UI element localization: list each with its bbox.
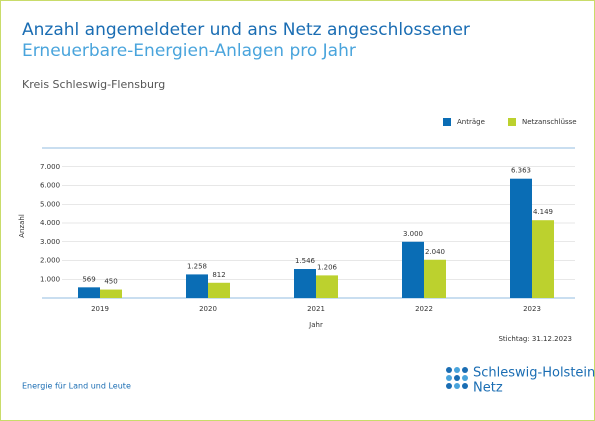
x-tick-label: 2021 — [307, 305, 325, 313]
legend-label: Netzanschlüsse — [522, 118, 577, 126]
y-tick-label: 4.000 — [40, 219, 60, 227]
legend-label: Anträge — [457, 118, 485, 126]
value-label: 450 — [104, 278, 117, 286]
note: Stichtag: 31.12.2023 — [498, 335, 572, 343]
x-tick-label: 2022 — [415, 305, 433, 313]
value-label: 1.546 — [295, 257, 316, 265]
chart-title: Anzahl angemeldeter und ans Netz angesch… — [22, 20, 470, 40]
value-label: 3.000 — [403, 230, 423, 238]
bar — [208, 282, 230, 298]
region: Kreis Schleswig-Flensburg — [22, 78, 165, 91]
y-tick-label: 6.000 — [40, 182, 60, 190]
bar — [186, 274, 208, 298]
y-tick-label: 5.000 — [40, 200, 60, 208]
bar — [424, 259, 446, 298]
legend-swatch — [443, 118, 451, 126]
bar — [294, 269, 316, 298]
slogan: Energie für Land und Leute — [22, 382, 131, 391]
value-label: 812 — [212, 271, 225, 279]
x-tick-label: 2019 — [91, 305, 109, 313]
y-tick-label: 7.000 — [40, 163, 60, 171]
logo-text: Schleswig-Holstein — [473, 366, 595, 381]
logo-text: Netz — [473, 381, 503, 396]
bar — [510, 178, 532, 298]
bar — [100, 289, 122, 298]
value-label: 569 — [82, 275, 95, 283]
value-label: 4.149 — [533, 208, 553, 216]
chart-subtitle: Erneuerbare-Energien-Anlagen pro Jahr — [22, 41, 356, 61]
value-label: 1.258 — [187, 262, 207, 270]
bar — [316, 275, 338, 298]
logo-icon — [446, 367, 468, 389]
value-label: 2.040 — [425, 248, 445, 256]
y-axis-label: Anzahl — [18, 214, 26, 238]
value-label: 6.363 — [511, 167, 531, 175]
x-tick-label: 2020 — [199, 305, 217, 313]
value-label: 1.206 — [317, 263, 338, 271]
y-tick-label: 1.000 — [40, 275, 60, 283]
y-tick-label: 3.000 — [40, 238, 60, 246]
bar — [402, 241, 424, 298]
legend-swatch — [508, 118, 516, 126]
x-axis-label: Jahr — [308, 321, 323, 329]
bar — [78, 287, 100, 298]
y-tick-label: 2.000 — [40, 257, 60, 265]
x-tick-label: 2023 — [523, 305, 541, 313]
bar — [532, 220, 554, 298]
